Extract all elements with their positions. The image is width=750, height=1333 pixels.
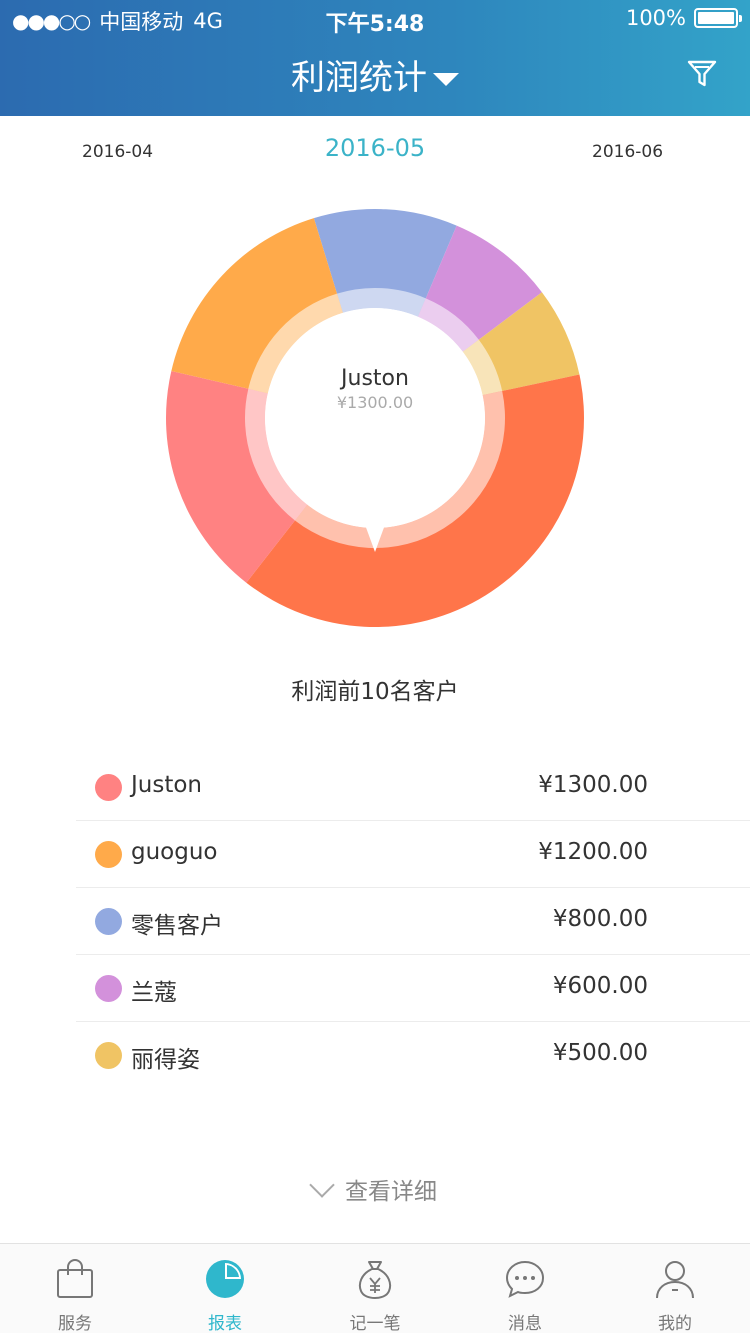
- customer-amount: ¥500.00: [552, 1040, 648, 1066]
- prev-month[interactable]: 2016-04: [82, 142, 154, 162]
- tab-label: 服务: [58, 1314, 92, 1333]
- color-dot: [95, 1042, 122, 1069]
- center-customer-name: Juston: [341, 366, 409, 391]
- user-icon: [656, 1261, 694, 1299]
- current-month: 2016-05: [324, 134, 426, 162]
- slice-guoguo[interactable]: [171, 218, 343, 394]
- tab-label: 记一笔: [349, 1314, 401, 1333]
- chevron-down-icon: [309, 1172, 335, 1198]
- slice-retail-inner-ring: [336, 288, 426, 317]
- chart-center-label: Juston ¥1300.00: [265, 366, 485, 412]
- view-details-label: 查看详细: [345, 1179, 437, 1205]
- customer-name: Juston: [131, 772, 203, 798]
- list-item[interactable]: 丽得姿 ¥500.00: [76, 1022, 750, 1089]
- center-customer-value: ¥1300.00: [336, 393, 414, 412]
- money-bag-icon: [358, 1261, 392, 1300]
- color-dot: [95, 975, 122, 1002]
- tab-label: 消息: [508, 1314, 542, 1333]
- customer-name: 丽得姿: [131, 1047, 200, 1073]
- network-type: 4G: [193, 9, 223, 33]
- month-selector: 2016-04 2016-05 2016-06: [0, 134, 750, 174]
- list-item[interactable]: Juston ¥1300.00: [76, 754, 750, 821]
- customer-name: guoguo: [131, 839, 218, 865]
- pie-chart-icon: [206, 1260, 244, 1298]
- customer-name: 零售客户: [131, 913, 223, 939]
- slice-retail[interactable]: [313, 209, 457, 317]
- customer-name: 兰蔻: [131, 980, 177, 1006]
- tab-report[interactable]: 报表: [150, 1244, 300, 1333]
- color-dot: [95, 908, 122, 935]
- color-dot: [95, 841, 122, 868]
- color-dot: [95, 774, 122, 801]
- status-bar: ●●●○○ 中国移动 4G 下午5:48 100%: [0, 0, 750, 38]
- slice-other-inner-ring: [294, 390, 505, 548]
- battery-icon: [694, 8, 742, 28]
- carrier-name: 中国移动: [99, 10, 184, 34]
- view-details-link[interactable]: 查看详细: [0, 1172, 750, 1206]
- customer-list: Juston ¥1300.00 guoguo ¥1200.00 零售客户 ¥80…: [76, 754, 750, 1089]
- section-title: 利润前10名客户: [291, 679, 459, 705]
- shopping-bag-icon: [57, 1259, 93, 1298]
- list-item[interactable]: 零售客户 ¥800.00: [76, 888, 750, 955]
- donut-hole: [265, 308, 485, 528]
- app-header: ●●●○○ 中国移动 4G 下午5:48 100% 利润统计: [0, 0, 750, 116]
- page-title: 利润统计: [291, 58, 427, 98]
- battery-percent: 100%: [625, 6, 686, 30]
- status-time: 下午5:48: [325, 12, 425, 37]
- profit-donut-chart[interactable]: [165, 208, 585, 628]
- customer-amount: ¥600.00: [552, 973, 648, 999]
- caret-down-icon: [433, 73, 459, 86]
- tab-record[interactable]: 记一笔: [300, 1244, 450, 1333]
- slice-lidezi-inner-ring: [462, 339, 503, 396]
- list-item[interactable]: guoguo ¥1200.00: [76, 821, 750, 888]
- slice-juston[interactable]: [166, 370, 308, 583]
- tab-mine[interactable]: 我的: [600, 1244, 750, 1333]
- customer-amount: ¥1300.00: [538, 772, 648, 798]
- slice-juston-inner-ring: [245, 388, 308, 521]
- tab-service[interactable]: 服务: [0, 1244, 150, 1333]
- customer-amount: ¥1200.00: [538, 839, 648, 865]
- next-month[interactable]: 2016-06: [592, 142, 664, 162]
- slice-guoguo-inner-ring: [248, 293, 343, 394]
- title-dropdown[interactable]: 利润统计: [0, 50, 750, 99]
- pointer-tip: [364, 522, 386, 552]
- tab-messages[interactable]: 消息: [450, 1244, 600, 1333]
- tab-bar: 服务 报表 记一笔 消息 我的: [0, 1243, 750, 1333]
- tab-label: 报表: [208, 1314, 242, 1333]
- customer-amount: ¥800.00: [552, 906, 648, 932]
- tab-label: 我的: [658, 1314, 692, 1333]
- signal-strength-icon: ●●●○○: [12, 9, 91, 33]
- chat-bubble-icon: [505, 1260, 545, 1298]
- slice-lancome-inner-ring: [417, 298, 479, 352]
- list-item[interactable]: 兰蔻 ¥600.00: [76, 955, 750, 1022]
- filter-icon[interactable]: [686, 58, 718, 90]
